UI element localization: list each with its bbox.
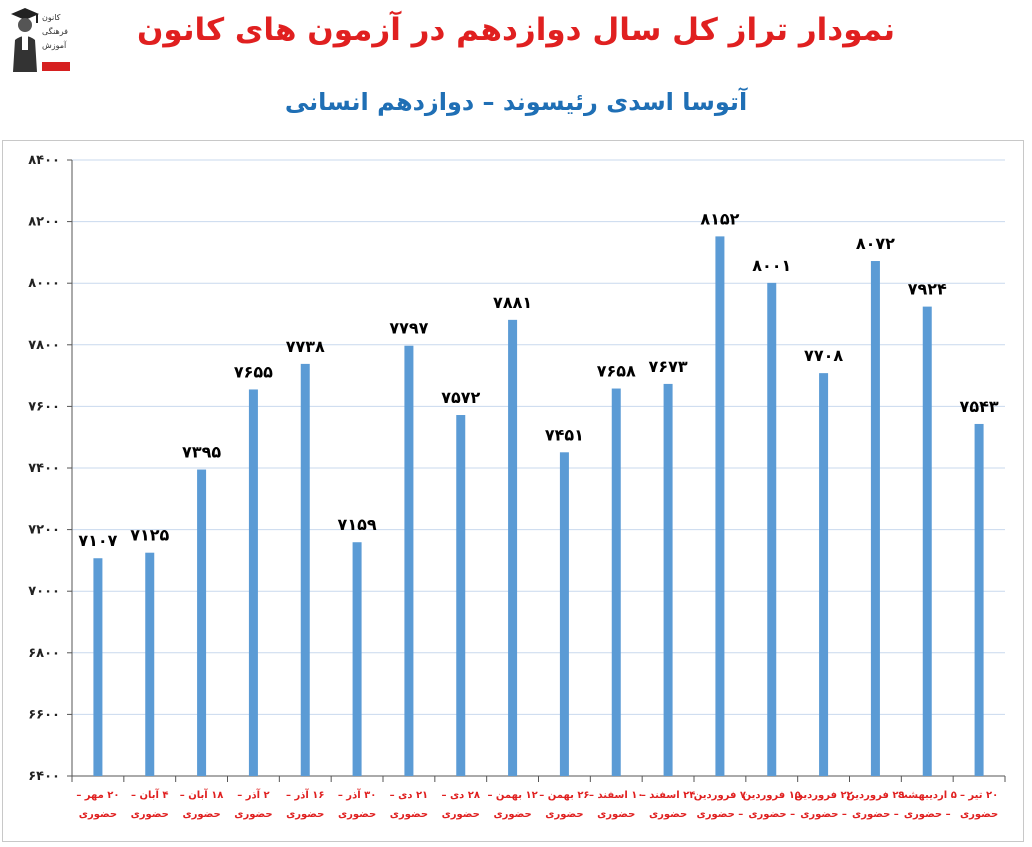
x-tick-label: حضوری: [286, 809, 324, 820]
x-tick-label: ۱۵ فروردین: [743, 790, 801, 801]
y-tick-label: ۷۰۰۰: [28, 584, 60, 599]
chart-title: نمودار تراز کل سال دوازدهم در آزمون های …: [136, 12, 896, 48]
x-tick-label: ۱۰ اسفند –: [589, 790, 644, 801]
x-tick-label: – حضوری: [800, 809, 847, 820]
data-label: ۸۱۵۲: [700, 209, 739, 228]
data-label: ۷۶۵۸: [597, 362, 636, 381]
bar: [404, 345, 414, 776]
x-tick-label: ۱۶ آذر –: [286, 788, 325, 801]
x-tick-label: ۷ فروردین: [694, 790, 746, 801]
bar: [974, 423, 984, 776]
logo-badge: [42, 62, 70, 71]
data-label: ۷۱۲۵: [130, 526, 169, 545]
y-tick-label: ۸۲۰۰: [28, 215, 60, 230]
x-tick-label: ۲۱ دی –: [390, 790, 428, 801]
bar: [145, 552, 155, 776]
data-label: ۷۷۹۷: [389, 319, 428, 338]
x-tick-label: حضوری: [597, 809, 635, 820]
bar: [767, 282, 777, 776]
x-tick-label: ۵ اردیبهشت: [898, 790, 957, 801]
x-tick-label: ۳۰ آذر –: [338, 788, 377, 801]
data-label: ۷۳۹۵: [182, 443, 221, 462]
y-tick-label: ۷۴۰۰: [28, 461, 60, 476]
y-tick-label: ۶۶۰۰: [28, 707, 60, 722]
logo-text-line: کانون: [42, 13, 61, 22]
kanoon-logo: کانون فرهنگی آموزش: [8, 6, 70, 72]
x-tick-label: ۲۲ فروردین: [794, 790, 852, 801]
x-tick-label: حضوری: [545, 809, 583, 820]
x-tick-label: حضوری: [338, 809, 376, 820]
bar: [715, 236, 725, 776]
x-tick-label: ۲ آذر –: [237, 788, 269, 801]
y-tick-label: ۶۴۰۰: [28, 769, 60, 784]
y-tick-label: ۷۲۰۰: [28, 523, 60, 538]
data-label: ۷۶۵۵: [234, 362, 273, 381]
bar: [663, 383, 673, 776]
x-tick-label: حضوری: [234, 809, 272, 820]
bar: [819, 373, 829, 776]
x-tick-label: – حضوری: [852, 809, 899, 820]
x-tick-label: ۲۰ مهر –: [76, 790, 119, 801]
x-tick-label: حضوری: [390, 809, 428, 820]
label-layer: ۷۱۰۷ ۲۰ مهر – حضوری ۷۱۲۵ ۴ آبان – حضوری ۷۳۹۵ ۱۸…: [76, 209, 999, 820]
data-label: ۸۰۷۲: [856, 234, 895, 253]
x-tick-label: ۲۰ تیر –: [960, 790, 998, 801]
chart-frame: [2, 140, 1024, 842]
bar-layer: [93, 236, 984, 776]
bar: [352, 542, 362, 776]
bar: [559, 452, 569, 776]
y-tick-label: ۸۴۰۰: [28, 153, 60, 168]
data-label: ۷۱۵۹: [338, 515, 377, 534]
bar: [300, 363, 310, 776]
axis-layer: ۶۴۰۰ ۶۶۰۰ ۶۸۰۰ ۷۰۰۰ ۷۲۰۰ ۷۴۰۰ ۷۶۰۰ ۷۸۰۰ ۸۰۰۰ ۸۲۰۰…: [28, 153, 1006, 784]
bar: [248, 389, 258, 776]
x-tick-label: ۲۹ فروردین: [846, 790, 904, 801]
x-tick-label: حضوری: [131, 809, 169, 820]
data-label: ۷۵۷۲: [441, 388, 480, 407]
bar: [870, 261, 880, 776]
bar: [93, 558, 103, 776]
bar: [611, 388, 621, 776]
logo-text-line: فرهنگی: [42, 27, 68, 36]
x-tick-label: حضوری: [79, 809, 117, 820]
bar: [197, 469, 207, 776]
y-tick-label: ۶۸۰۰: [28, 646, 60, 661]
y-tick-label: ۷۸۰۰: [28, 338, 60, 353]
x-tick-label: ۲۴ اسفند –: [641, 790, 696, 801]
x-tick-label: حضوری: [182, 809, 220, 820]
x-tick-label: حضوری: [442, 809, 480, 820]
x-tick-label: ۲۶ بهمن –: [539, 790, 589, 801]
bar: [922, 306, 932, 776]
bar: [456, 415, 466, 776]
x-tick-label: ۲۸ دی –: [442, 790, 480, 801]
x-tick-label: ۱۸ آبان –: [180, 788, 224, 801]
x-tick-label: حضوری: [649, 809, 687, 820]
grid-layer: [72, 159, 1005, 715]
x-tick-label: ۴ آبان –: [131, 788, 169, 801]
data-label: ۷۷۳۸: [286, 337, 325, 356]
data-label: ۸۰۰۱: [752, 256, 791, 275]
data-label: ۷۱۰۷: [78, 531, 117, 550]
data-label: ۷۹۲۴: [908, 280, 947, 299]
data-label: ۷۸۸۱: [493, 293, 532, 312]
x-tick-label: حضوری: [960, 809, 998, 820]
data-label: ۷۵۴۳: [960, 397, 999, 416]
x-tick-label: ۱۲ بهمن –: [487, 790, 537, 801]
bar: [508, 319, 518, 776]
data-label: ۷۶۷۳: [649, 357, 688, 376]
graduate-figure-icon: [11, 8, 39, 72]
x-tick-label: – حضوری: [904, 809, 951, 820]
chart-subtitle: آتوسا اسدی رئیسوند – دوازدهم انسانی: [284, 88, 748, 116]
y-tick-label: ۸۰۰۰: [28, 276, 60, 291]
y-tick-label: ۷۶۰۰: [28, 399, 60, 414]
logo-text-line: آموزش: [42, 41, 67, 50]
x-tick-label: حضوری: [493, 809, 531, 820]
x-tick-label: – حضوری: [748, 809, 795, 820]
x-tick-label: – حضوری: [697, 809, 744, 820]
data-label: ۷۷۰۸: [804, 346, 843, 365]
data-label: ۷۴۵۱: [545, 425, 584, 444]
